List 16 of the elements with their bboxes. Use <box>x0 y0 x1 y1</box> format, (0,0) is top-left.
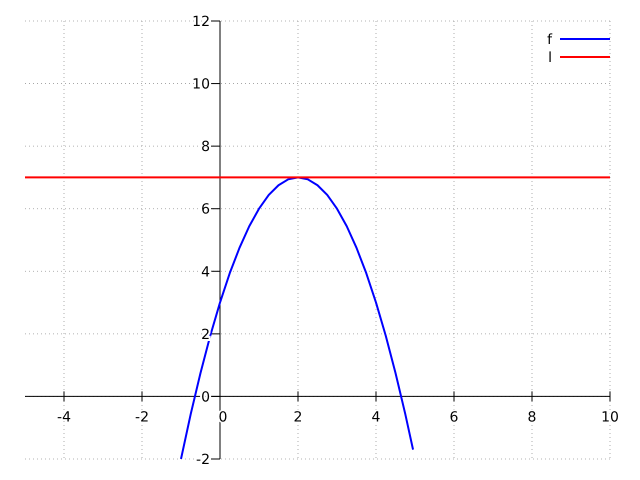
x-tick-label: 10 <box>601 409 619 426</box>
y-tick-label: -2 <box>196 452 210 468</box>
legend-label: l <box>548 50 552 66</box>
y-tick-label: 4 <box>201 264 210 280</box>
x-tick-label: -2 <box>135 409 149 426</box>
x-tick-label: 8 <box>528 409 536 426</box>
y-tick-label: 6 <box>201 202 210 218</box>
x-tick-label: -4 <box>57 409 72 426</box>
y-tick-label: 2 <box>201 326 210 343</box>
y-tick-label: 12 <box>192 14 210 30</box>
legend-label: f <box>547 32 554 48</box>
y-tick-label: 10 <box>192 76 210 93</box>
x-tick-label: 4 <box>372 409 381 426</box>
y-tick-label: 8 <box>201 139 210 156</box>
x-tick-label: 2 <box>294 409 302 426</box>
x-tick-label: 6 <box>450 409 459 426</box>
